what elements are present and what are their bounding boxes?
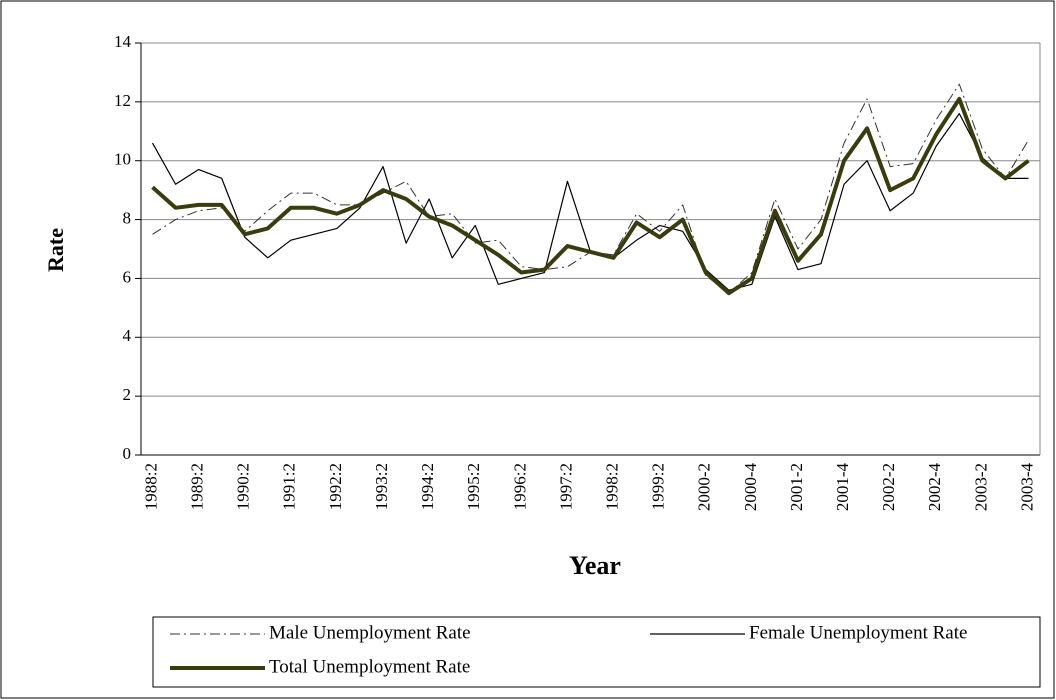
x-tick-label: 1990:2 [234,463,253,510]
legend-label: Male Unemployment Rate [269,622,471,643]
x-tick-label: 1999:2 [649,463,668,510]
x-tick-label: 1989:2 [188,463,207,510]
x-tick-label: 2001-2 [787,463,806,511]
x-tick-label: 1995:2 [464,463,483,510]
x-tick-label: 1993:2 [372,463,391,510]
x-tick-label: 2003-2 [971,463,990,511]
x-tick-label: 2000-4 [741,463,760,512]
y-axis-title: Rate [43,228,68,272]
legend [152,616,1041,688]
legend-label: Total Unemployment Rate [269,656,470,677]
x-tick-label: 1994:2 [418,463,437,510]
x-tick-label: 1991:2 [280,463,299,510]
x-tick-label: 1996:2 [510,463,529,510]
x-tick-label: 2001-4 [833,463,852,512]
x-axis-title: Year [569,551,621,580]
y-tick-label: 10 [114,150,131,169]
y-tick-label: 0 [123,444,132,463]
y-tick-label: 6 [123,267,132,286]
x-tick-label: 1997:2 [556,463,575,510]
x-tick-label: 1988:2 [141,463,160,510]
y-tick-label: 14 [114,32,132,51]
x-tick-label: 1998:2 [602,463,621,510]
y-tick-label: 12 [114,91,131,110]
x-tick-label: 2002-2 [879,463,898,511]
x-tick-label: 2000-2 [695,463,714,511]
x-tick-label: 2002-4 [925,463,944,512]
series-line [151,96,1030,296]
y-tick-label: 8 [123,208,132,227]
y-tick-label: 4 [123,326,132,345]
x-tick-label: 2003-4 [1017,463,1036,512]
y-tick-label: 2 [123,385,132,404]
legend-label: Female Unemployment Rate [749,622,967,643]
x-tick-label: 1992:2 [326,463,345,510]
